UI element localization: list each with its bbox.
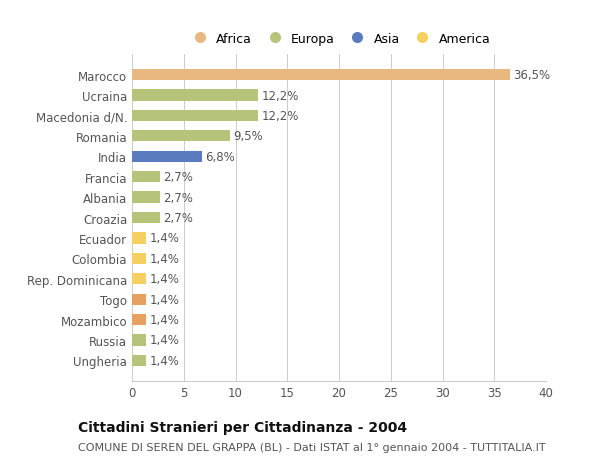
Bar [132,131,230,142]
Text: 1,4%: 1,4% [149,334,179,347]
Bar [132,335,146,346]
Text: 1,4%: 1,4% [149,252,179,265]
Bar [132,213,160,224]
Text: 2,7%: 2,7% [163,212,193,224]
Text: 12,2%: 12,2% [262,110,299,123]
Bar [132,192,160,203]
Bar [132,111,258,122]
Text: COMUNE DI SEREN DEL GRAPPA (BL) - Dati ISTAT al 1° gennaio 2004 - TUTTITALIA.IT: COMUNE DI SEREN DEL GRAPPA (BL) - Dati I… [78,442,545,452]
Text: 12,2%: 12,2% [262,90,299,102]
Text: Cittadini Stranieri per Cittadinanza - 2004: Cittadini Stranieri per Cittadinanza - 2… [78,420,407,434]
Text: 1,4%: 1,4% [149,354,179,367]
Text: 9,5%: 9,5% [233,130,263,143]
Text: 1,4%: 1,4% [149,313,179,326]
Bar [132,172,160,183]
Text: 2,7%: 2,7% [163,171,193,184]
Bar [132,233,146,244]
Text: 1,4%: 1,4% [149,293,179,306]
Bar [132,355,146,366]
Bar [132,253,146,264]
Bar [132,70,510,81]
Text: 1,4%: 1,4% [149,273,179,285]
Legend: Africa, Europa, Asia, America: Africa, Europa, Asia, America [184,29,494,49]
Text: 6,8%: 6,8% [205,151,235,163]
Bar [132,294,146,305]
Bar [132,314,146,325]
Bar [132,274,146,285]
Text: 36,5%: 36,5% [513,69,550,82]
Text: 1,4%: 1,4% [149,232,179,245]
Bar [132,151,202,162]
Text: 2,7%: 2,7% [163,191,193,204]
Bar [132,90,258,101]
